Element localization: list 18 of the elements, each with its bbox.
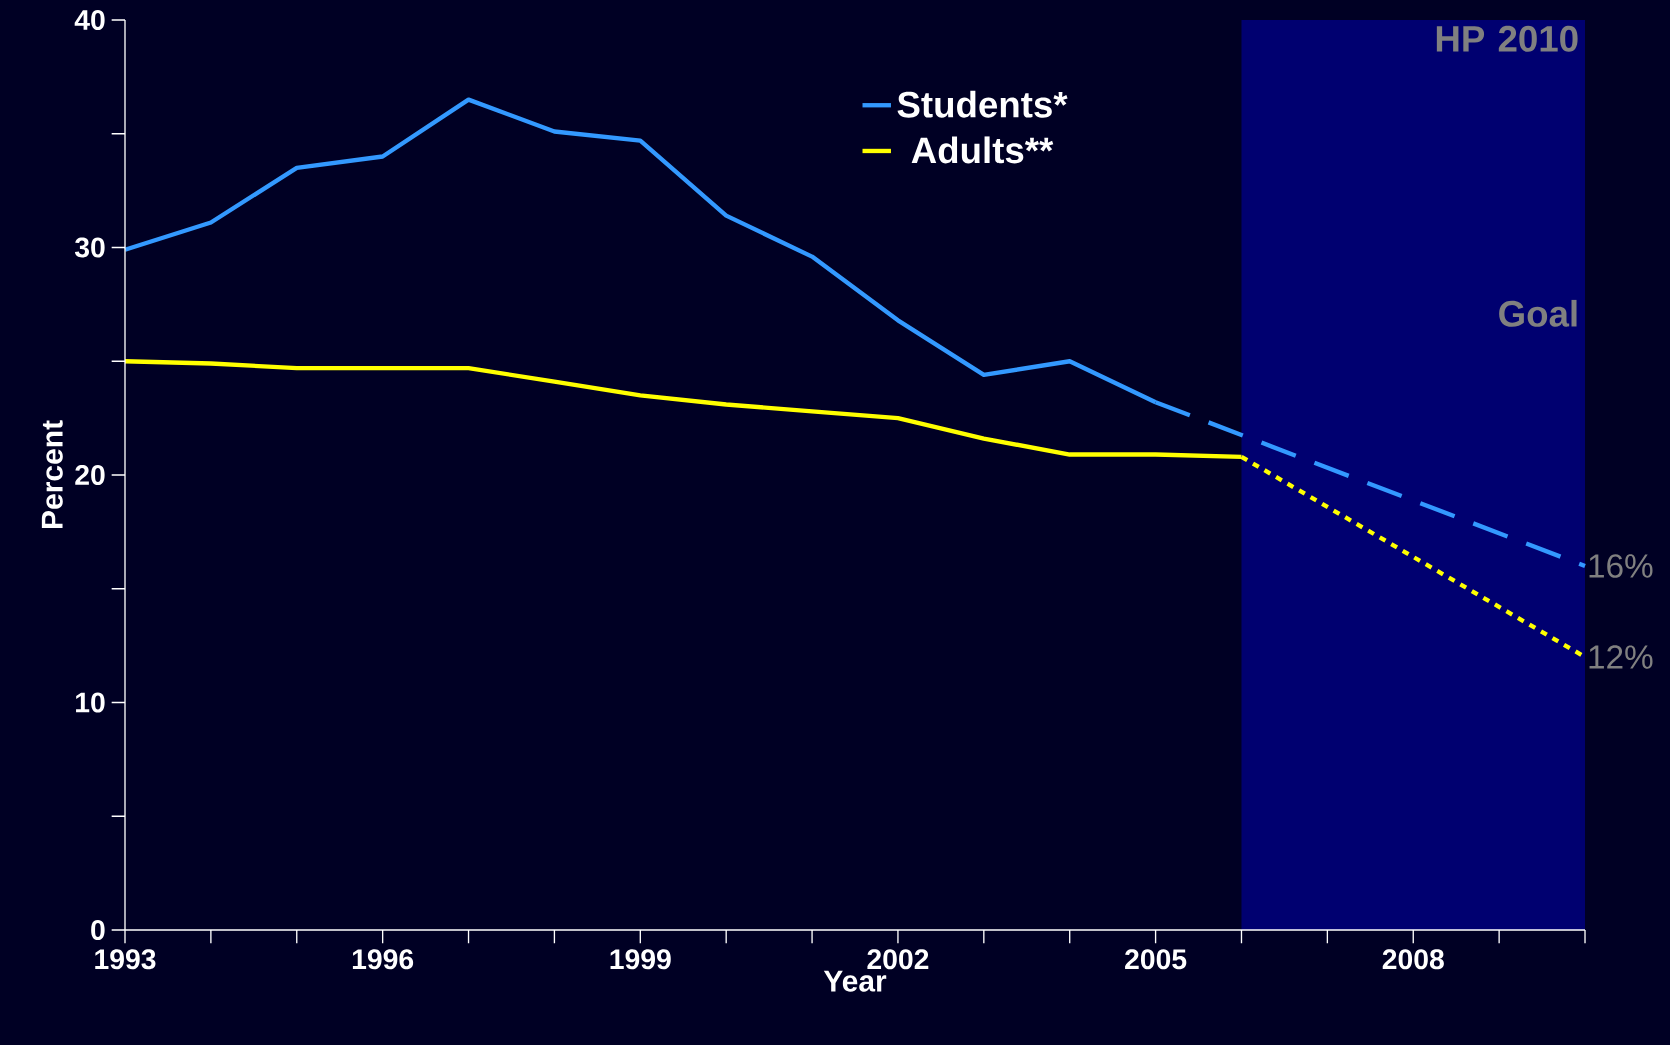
y-tick-label: 0 (91, 919, 105, 941)
x-tick-label: 2008 (1382, 949, 1444, 970)
annotation: 12% (1589, 645, 1653, 669)
y-tick-label: 30 (74, 237, 105, 258)
x-tick-label: 1999 (610, 949, 671, 970)
y-tick-label: 10 (76, 692, 105, 713)
y-tick-label: 40 (74, 9, 105, 31)
x-tick-label: 1996 (352, 949, 414, 970)
annotation: 16% (1589, 554, 1653, 578)
legend-label: Adults** (911, 136, 1054, 164)
x-axis-title: Year (823, 970, 887, 992)
y-tick-label: 20 (75, 464, 105, 486)
text: HP 2010 Goal (1436, 25, 1578, 327)
x-tick-label: 2002 (867, 949, 929, 970)
x-tick-label: 2005 (1125, 949, 1187, 970)
x-tick-label: 1993 (95, 949, 156, 970)
legend-label: Students* (897, 90, 1068, 118)
y-axis-title: Percent (41, 420, 63, 529)
